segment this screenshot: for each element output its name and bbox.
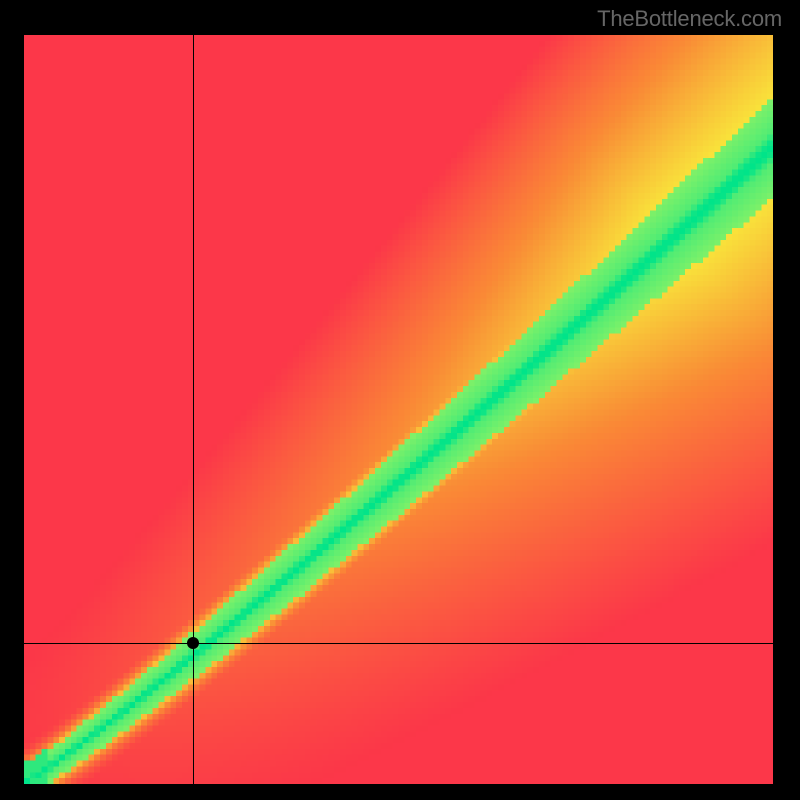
heatmap-canvas [24,35,773,784]
crosshair-dot [187,637,199,649]
crosshair-horizontal [24,643,773,644]
frame-right [773,35,800,784]
frame-left [0,35,24,784]
watermark-text: TheBottleneck.com [597,6,782,32]
crosshair-vertical [193,35,194,784]
frame-bottom [0,784,800,800]
